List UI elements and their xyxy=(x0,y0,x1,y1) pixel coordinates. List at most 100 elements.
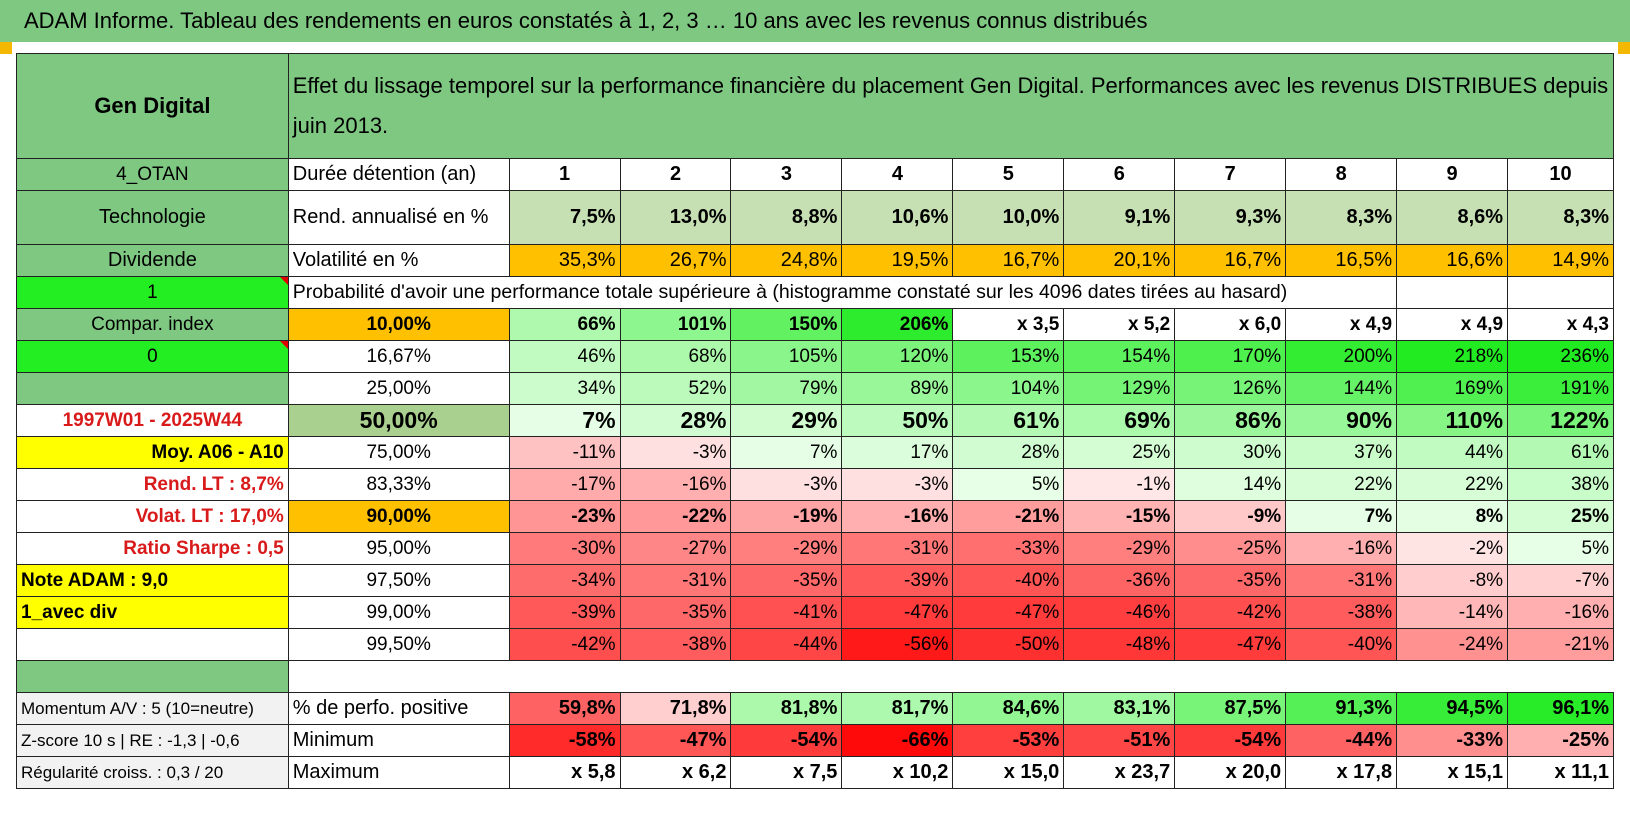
probability-value: -17% xyxy=(508,468,621,501)
probability-value: 8% xyxy=(1396,500,1509,533)
probability-value: -47% xyxy=(841,596,954,629)
probability-value: 37% xyxy=(1285,436,1398,469)
probability-value: 17% xyxy=(841,436,954,469)
probability-value: 129% xyxy=(1063,372,1176,405)
minimum-value: -51% xyxy=(1063,724,1176,757)
perfo-positive-value: 96,1% xyxy=(1507,692,1614,725)
probability-row: 99,50% -42% -38% -44% -56% -50% -48% -47% -40% -2… xyxy=(16,628,1614,661)
probability-value: x 3,5 xyxy=(952,308,1065,341)
minimum-value: -25% xyxy=(1507,724,1614,757)
perfo-positive-value: 59,8% xyxy=(508,692,621,725)
empty-cell xyxy=(1507,276,1614,309)
maximum-value: x 6,2 xyxy=(619,756,732,789)
probability-value: 101% xyxy=(619,308,732,341)
probability-value: -42% xyxy=(508,628,621,661)
probability-value: -48% xyxy=(1063,628,1176,661)
probability-value: -9% xyxy=(1174,500,1287,533)
probability-value: x 4,9 xyxy=(1396,308,1509,341)
probability-value: 122% xyxy=(1507,404,1614,437)
rend-value: 7,5% xyxy=(508,190,621,245)
perfo-positive-label: % de perfo. positive xyxy=(287,692,510,725)
minimum-value: -53% xyxy=(952,724,1065,757)
probability-value: 52% xyxy=(619,372,732,405)
maximum-value: x 11,1 xyxy=(1507,756,1614,789)
maximum-value: x 23,7 xyxy=(1063,756,1176,789)
probability-value: 7% xyxy=(730,436,843,469)
year-header: 4 xyxy=(841,158,954,191)
volat-value: 16,7% xyxy=(1174,244,1287,277)
probability-row: Rend. LT : 8,7% 83,33% -17% -16% -3% -3% 5% -1%… xyxy=(16,468,1614,501)
probability-value: -31% xyxy=(619,564,732,597)
probability-value: 25% xyxy=(1063,436,1176,469)
corner-marker-right xyxy=(1618,42,1630,54)
probability-value: -8% xyxy=(1396,564,1509,597)
perfo-positive-value: 94,5% xyxy=(1396,692,1509,725)
year-header: 7 xyxy=(1174,158,1287,191)
volat-lt-label: Volat. LT : 17,0% xyxy=(16,500,289,533)
probability-value: 61% xyxy=(1507,436,1614,469)
probability-threshold: 90,00% xyxy=(287,500,510,533)
minimum-value: -33% xyxy=(1396,724,1509,757)
volat-value: 20,1% xyxy=(1063,244,1176,277)
volat-value: 16,6% xyxy=(1396,244,1509,277)
sharpe-label: Ratio Sharpe : 0,5 xyxy=(16,532,289,565)
probability-value: 68% xyxy=(619,340,732,373)
probability-value: -3% xyxy=(730,468,843,501)
probability-value: 104% xyxy=(952,372,1065,405)
probability-value: -29% xyxy=(1063,532,1176,565)
probability-label: Probabilité d'avoir une performance tota… xyxy=(287,276,1397,309)
probability-value: 105% xyxy=(730,340,843,373)
probability-threshold: 75,00% xyxy=(287,436,510,469)
probability-value: -31% xyxy=(841,532,954,565)
probability-value: -35% xyxy=(730,564,843,597)
probability-value: x 4,9 xyxy=(1285,308,1398,341)
probability-value: x 6,0 xyxy=(1174,308,1287,341)
otan-label: 4_OTAN xyxy=(16,158,289,191)
rend-value: 13,0% xyxy=(619,190,732,245)
maximum-row: Régularité croiss. : 0,3 / 20 Maximum x 5,… xyxy=(16,756,1614,789)
probability-value: 79% xyxy=(730,372,843,405)
probability-value: 28% xyxy=(619,404,732,437)
probability-value: -38% xyxy=(1285,596,1398,629)
probability-value: -16% xyxy=(1285,532,1398,565)
perfo-positive-value: 84,6% xyxy=(952,692,1065,725)
probability-row: Ratio Sharpe : 0,5 95,00% -30% -27% -29% -31%… xyxy=(16,532,1614,565)
probability-value: 120% xyxy=(841,340,954,373)
probability-value: -35% xyxy=(619,596,732,629)
probability-value: -24% xyxy=(1396,628,1509,661)
volat-value: 26,7% xyxy=(619,244,732,277)
volat-row: Dividende Volatilité en % 35,3% 26,7% 24,8% 1… xyxy=(16,244,1614,277)
perfo-positive-value: 91,3% xyxy=(1285,692,1398,725)
minimum-value: -54% xyxy=(1174,724,1287,757)
probability-row: Compar. index 10,00% 66% 101% 150% 206% x 3,5 x… xyxy=(16,308,1614,341)
maximum-value: x 15,1 xyxy=(1396,756,1509,789)
maximum-label: Maximum xyxy=(287,756,510,789)
probability-value: -42% xyxy=(1174,596,1287,629)
probability-value: 206% xyxy=(841,308,954,341)
probability-value: -40% xyxy=(952,564,1065,597)
probability-value: 191% xyxy=(1507,372,1614,405)
rend-label: Rend. annualisé en % xyxy=(287,190,510,245)
probability-value: -11% xyxy=(508,436,621,469)
probability-value: -38% xyxy=(619,628,732,661)
rend-value: 9,3% xyxy=(1174,190,1287,245)
report-title: ADAM Informe. Tableau des rendements en … xyxy=(24,8,1148,33)
probability-value: 90% xyxy=(1285,404,1398,437)
year-header: 5 xyxy=(952,158,1065,191)
probability-value: -33% xyxy=(952,532,1065,565)
probability-value: -44% xyxy=(730,628,843,661)
perfo-positive-value: 71,8% xyxy=(619,692,732,725)
minimum-value: -54% xyxy=(730,724,843,757)
probability-value: -3% xyxy=(841,468,954,501)
probability-value: -3% xyxy=(619,436,732,469)
minimum-label: Minimum xyxy=(287,724,510,757)
probability-value: 66% xyxy=(508,308,621,341)
probability-value: -22% xyxy=(619,500,732,533)
rend-row: Technologie Rend. annualisé en % 7,5% 13,0%… xyxy=(16,190,1614,245)
probability-value: -39% xyxy=(841,564,954,597)
probability-value: -29% xyxy=(730,532,843,565)
maximum-value: x 7,5 xyxy=(730,756,843,789)
probability-value: -16% xyxy=(841,500,954,533)
probability-value: -16% xyxy=(1507,596,1614,629)
probability-value: 126% xyxy=(1174,372,1287,405)
